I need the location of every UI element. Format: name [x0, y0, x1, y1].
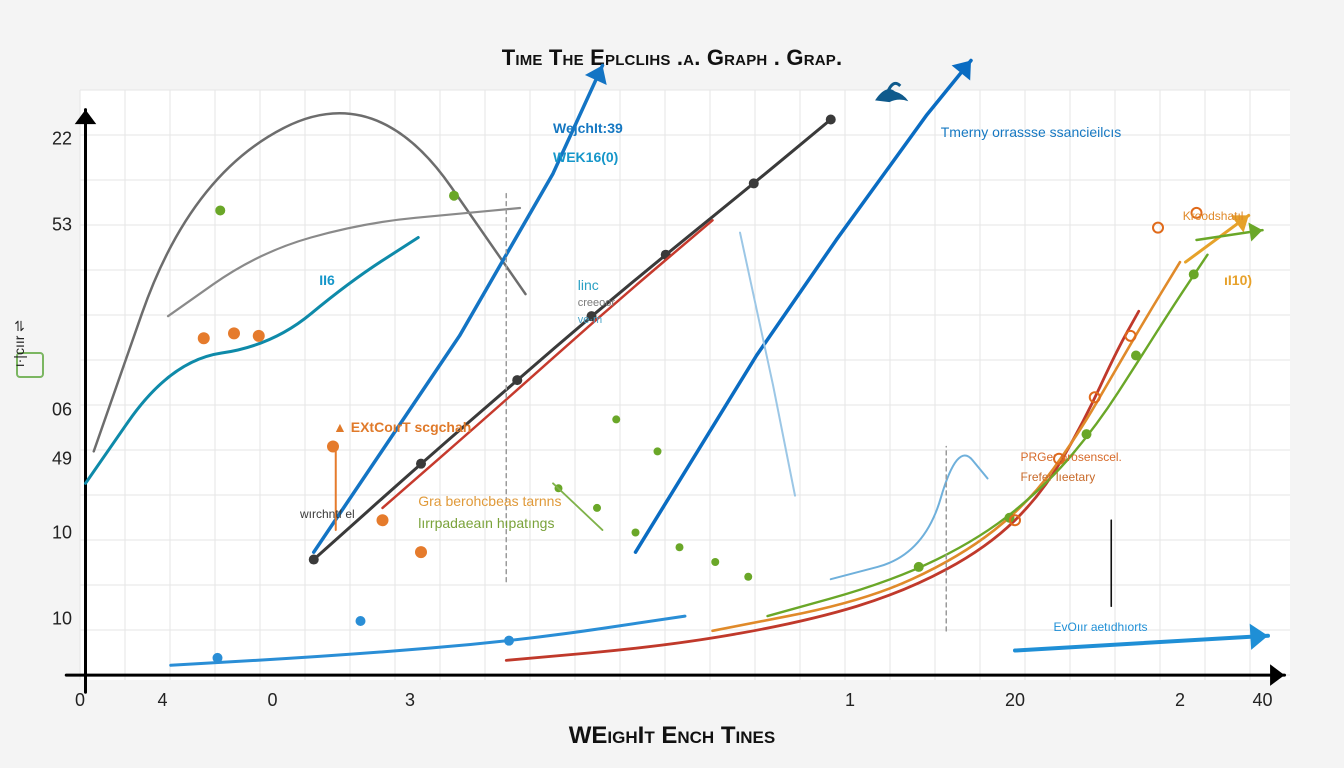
- y-tick: 53: [52, 215, 72, 236]
- plot-svg: [80, 90, 1290, 680]
- marker-green-mid-scatter: [612, 415, 620, 423]
- annotation: ıI10): [1224, 272, 1252, 288]
- annotation: linc: [578, 277, 599, 293]
- special-markers: [875, 83, 908, 102]
- x-tick: 0: [267, 690, 277, 711]
- series-blue-low-left: [171, 616, 685, 665]
- y-tick: 10: [52, 608, 72, 629]
- marker-dark-diagonal-dots: [826, 115, 836, 125]
- marker-green-mid-scatter: [632, 529, 640, 537]
- annotation: EvOıır aetıdhıorts: [1054, 621, 1148, 635]
- marker-blue-low-left-dots: [356, 616, 366, 626]
- x-tick: 4: [157, 690, 167, 711]
- annotation: ▲ EXtCoırT scgchah: [333, 419, 471, 435]
- y-tick: 22: [52, 129, 72, 150]
- marker-orange-left-scatter: [377, 514, 389, 526]
- annotation: lırrpadaeaın hıpatıngs: [418, 515, 554, 531]
- y-tick: 10: [52, 522, 72, 543]
- series-red-diagonal-accent: [383, 220, 713, 508]
- plot-area: [80, 90, 1290, 680]
- marker-dark-diagonal-dots: [309, 555, 319, 565]
- annotation: ve·m: [578, 314, 602, 327]
- annotation: PRGer prosenscel.: [1021, 451, 1122, 465]
- series-blue-arrow-right: [1015, 636, 1268, 651]
- chart-title: Tıme The Eplclıhs .a. Graph . Grap.: [0, 45, 1344, 71]
- series-lightblue-drop: [740, 233, 795, 496]
- marker-blue-low-left-dots: [504, 636, 514, 646]
- series-blue-right-diagonal: [636, 61, 972, 553]
- annotation: II6: [319, 272, 335, 288]
- annotation: creeoor: [578, 297, 615, 310]
- marker-orange-left-scatter: [198, 332, 210, 344]
- marker-dark-diagonal-dots: [512, 375, 522, 385]
- marker-green-exp-markers: [1189, 269, 1199, 279]
- x-tick: 20: [1005, 690, 1025, 711]
- marker-green-exp-markers: [914, 562, 924, 572]
- marker-dark-diagonal-dots: [749, 178, 759, 188]
- chart-canvas: Tıme The Eplclıhs .a. Graph . Grap. ı·|c…: [0, 0, 1344, 768]
- marker-green-exp-markers: [1082, 429, 1092, 439]
- marker-orange-left-scatter: [415, 546, 427, 558]
- x-axis-label: WEıghIt Ench Tınes: [0, 722, 1344, 750]
- marker-blue-low-left-dots: [213, 653, 223, 663]
- marker-green-mid-scatter: [676, 543, 684, 551]
- x-tick: 1: [845, 690, 855, 711]
- annotation: Kroodshatıl: [1183, 210, 1244, 224]
- annotation: Gra berohcbeas tarnns: [418, 493, 561, 509]
- x-tick: 2: [1175, 690, 1185, 711]
- series-gray-upper-curve: [168, 208, 520, 316]
- marker-orange-left-scatter: [228, 327, 240, 339]
- marker-green-mid-scatter: [744, 573, 752, 581]
- x-tick: 40: [1252, 690, 1272, 711]
- series-group: [66, 61, 1284, 693]
- marker-orange-exp-markers: [1126, 331, 1136, 341]
- marker-green-exp-markers: [1131, 351, 1141, 361]
- y-label-stack: ı·|cıır ⇌: [12, 320, 27, 367]
- annotation: Frefer lıeetary: [1021, 471, 1096, 485]
- annotation: wırchntf el: [300, 508, 355, 522]
- marker-green-left-buds: [215, 205, 225, 215]
- y-tick: 49: [52, 448, 72, 469]
- y-tick: 06: [52, 399, 72, 420]
- bird-icon: [875, 83, 908, 102]
- marker-green-mid-scatter: [654, 447, 662, 455]
- marker-orange-left-scatter: [253, 330, 265, 342]
- marker-green-mid-scatter: [711, 558, 719, 566]
- annotation: Tmerny orrassse ssancieilcıs: [941, 124, 1122, 140]
- annotation: WEK16(0): [553, 149, 618, 165]
- series-green-bottom-exp: [768, 255, 1208, 616]
- series-gray-peak: [94, 113, 526, 451]
- series-blue-main-diagonal: [314, 65, 603, 552]
- marker-dark-diagonal-dots: [416, 459, 426, 469]
- annotation: WejchIt:39: [553, 120, 623, 136]
- marker-orange-left-scatter: [327, 440, 339, 452]
- grid: [80, 90, 1290, 680]
- marker-orange-exp-markers: [1153, 223, 1163, 233]
- marker-green-left-buds: [449, 191, 459, 201]
- marker-green-mid-scatter: [593, 504, 601, 512]
- x-tick: 0: [75, 690, 85, 711]
- x-tick: 3: [405, 690, 415, 711]
